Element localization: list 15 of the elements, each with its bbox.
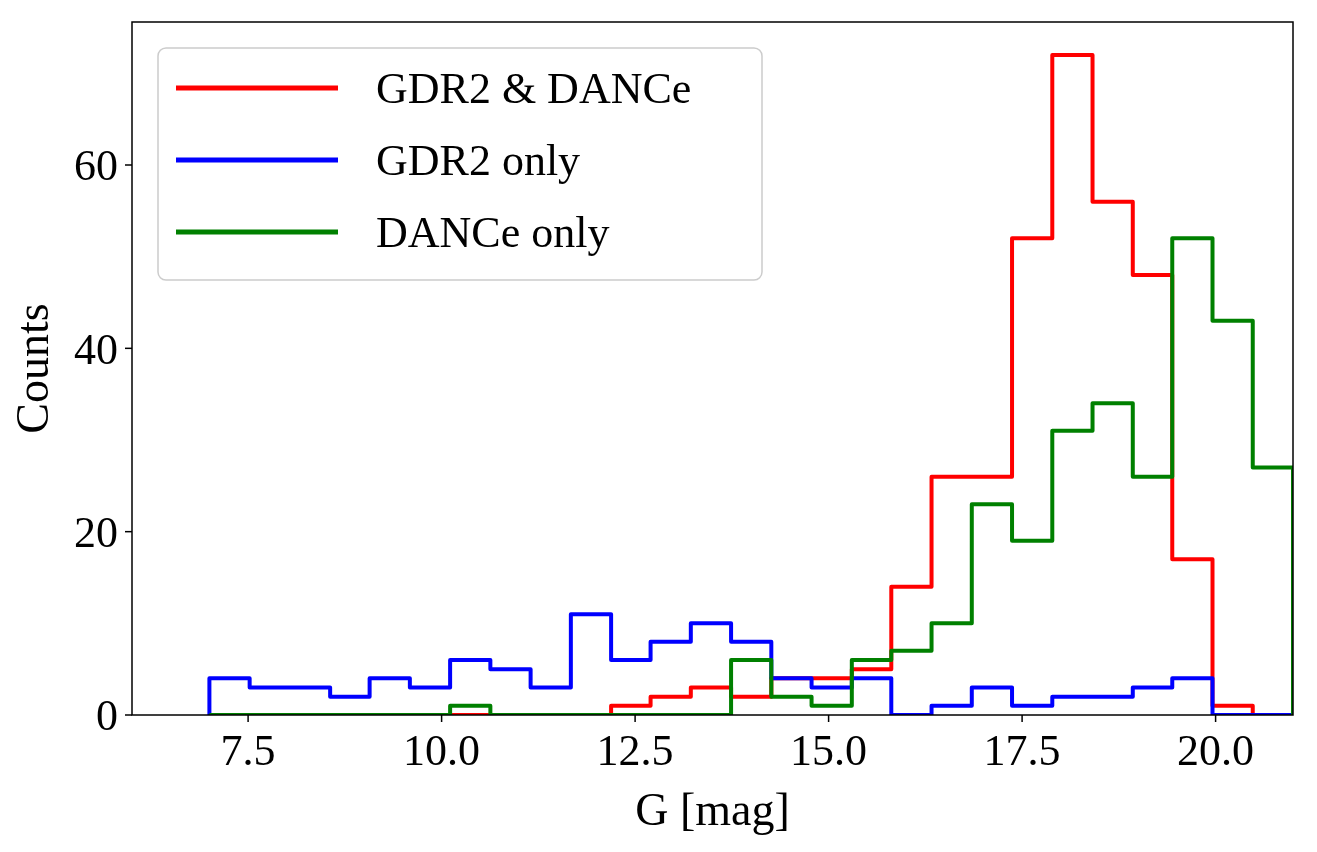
x-tick-label: 10.0 [403,726,481,775]
x-tick-label: 12.5 [596,726,674,775]
x-tick-label: 17.5 [983,726,1061,775]
legend-label: DANCe only [376,208,610,258]
legend-label: GDR2 only [376,136,581,186]
x-tick-label: 7.5 [220,726,276,775]
x-tick-label: 20.0 [1177,726,1255,775]
y-tick-label: 20 [74,508,118,558]
x-tick-label: 15.0 [790,726,868,775]
y-tick-label: 60 [74,141,118,191]
y-tick-label: 40 [74,324,118,374]
x-axis-title: G [mag] [635,784,790,835]
legend-label: GDR2 & DANCe [376,64,692,114]
y-axis-title: Counts [7,303,58,434]
y-tick-label: 0 [96,691,118,741]
